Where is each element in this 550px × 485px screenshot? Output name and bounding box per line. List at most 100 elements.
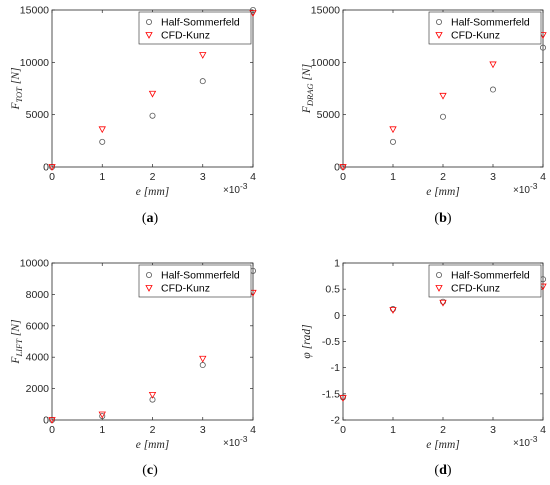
x-tick-label: 1: [99, 424, 105, 436]
y-tick-label: 2000: [26, 383, 50, 395]
x-multiplier-exp: -3: [240, 181, 248, 191]
x-axis-label: e [mm]: [136, 186, 170, 198]
data-point-cfd-kunz: [339, 164, 347, 171]
data-point-half-sommerfeld: [199, 78, 206, 85]
y-tick-label: -1: [331, 362, 340, 374]
x-axis-label: e [mm]: [426, 186, 460, 198]
y-axis-label: FTOT [N]: [10, 67, 24, 110]
data-point-cfd-kunz: [98, 126, 106, 134]
y-tick-label: 10000: [20, 57, 49, 69]
x-multiplier-exp: -3: [530, 434, 538, 444]
y-tick-label: 0: [334, 162, 340, 174]
y-label-unit: [N]: [301, 64, 313, 81]
x-tick-label: 2: [150, 424, 156, 436]
y-label-unit: [rad]: [301, 324, 313, 349]
legend-label: CFD-Kunz: [161, 30, 210, 42]
data-point-half-sommerfeld: [249, 7, 256, 13]
legend-label: CFD-Kunz: [451, 30, 500, 42]
x-tick-label: 1: [99, 171, 105, 183]
chart-panel-1: 0 1 2 3 4 0 5000 10000 15000 ×10-3 e [mm] FTOT [N] Ha…: [10, 5, 257, 226]
data-point-cfd-kunz: [389, 307, 397, 314]
x-tick-label: 3: [490, 424, 496, 436]
x-tick-label: 1: [390, 424, 396, 436]
legend-label: Half-Sommerfeld: [451, 17, 530, 29]
panel-caption: (c): [142, 463, 158, 478]
chart-panel-3: 0 1 2 3 4 0 2000 4000 6000 8000 10000 ×10-3 e [mm] FL…: [10, 258, 257, 478]
y-tick-label: 5000: [26, 109, 50, 121]
x-tick-label: 0: [49, 424, 55, 436]
data-point-cfd-kunz: [48, 164, 56, 171]
data-point-half-sommerfeld: [99, 413, 106, 420]
x-tick-label: 4: [250, 171, 256, 183]
x-multiplier-base: ×10: [513, 438, 530, 449]
data-point-half-sommerfeld: [540, 44, 547, 51]
x-tick-label: 3: [200, 424, 206, 436]
data-point-half-sommerfeld: [149, 112, 156, 119]
y-tick-label: -1.5: [322, 388, 340, 400]
legend-marker-triangle: [435, 32, 443, 39]
legend-marker-triangle: [435, 285, 443, 292]
y-label-unit: [N]: [10, 67, 22, 84]
y-axis-label: φ [rad]: [301, 324, 313, 358]
chart-panel-4: 0 1 2 3 4 -2 -1.5 -1 -0.5 0 0.5 1 ×10-3 e [mm] φ [rad] H…: [301, 258, 547, 478]
y-tick-label: 10000: [311, 57, 340, 69]
y-tick-label: 15000: [311, 5, 340, 17]
legend-label: CFD-Kunz: [451, 283, 500, 295]
y-label-subscript: LIFT: [14, 338, 24, 358]
x-tick-label: 0: [340, 424, 346, 436]
data-point-cfd-kunz: [539, 32, 547, 39]
x-tick-label: 0: [340, 171, 346, 183]
legend-label: CFD-Kunz: [161, 283, 210, 295]
legend-marker-circle: [435, 18, 442, 25]
y-label-subscript: DRAG: [305, 83, 315, 107]
data-point-cfd-kunz: [148, 391, 157, 399]
x-tick-label: 2: [150, 171, 156, 183]
x-multiplier: ×10-3: [513, 434, 538, 449]
data-point-cfd-kunz: [389, 126, 397, 134]
x-multiplier: ×10-3: [513, 181, 538, 196]
data-point-cfd-kunz: [249, 10, 257, 17]
y-axis-label: FLIFT [N]: [10, 319, 24, 364]
legend-box: [428, 11, 542, 45]
data-point-half-sommerfeld: [439, 113, 446, 120]
y-label-symbol: F: [10, 102, 22, 111]
x-multiplier-base: ×10: [513, 185, 530, 196]
y-tick-label: 10000: [20, 258, 49, 270]
legend-marker-triangle: [145, 285, 153, 292]
x-tick-label: 2: [440, 171, 446, 183]
y-tick-label: 0: [43, 415, 49, 427]
data-point-half-sommerfeld: [339, 394, 346, 401]
x-tick-label: 4: [540, 424, 546, 436]
legend-label: Half-Sommerfeld: [161, 270, 240, 282]
y-tick-label: 0: [334, 310, 340, 322]
data-point-cfd-kunz: [48, 417, 56, 424]
data-point-cfd-kunz: [199, 52, 207, 59]
legend-label: Half-Sommerfeld: [161, 17, 240, 29]
y-tick-label: 0.5: [325, 284, 340, 296]
x-axis-label: e [mm]: [426, 439, 460, 451]
x-multiplier-exp: -3: [530, 181, 538, 191]
y-tick-label: -0.5: [322, 336, 340, 348]
data-point-cfd-kunz: [539, 283, 547, 291]
x-multiplier: ×10-3: [223, 181, 248, 196]
x-multiplier-base: ×10: [223, 185, 240, 196]
y-tick-label: 5000: [317, 109, 341, 121]
x-multiplier: ×10-3: [223, 434, 248, 449]
y-tick-label: 1: [334, 258, 340, 270]
data-point-half-sommerfeld: [389, 138, 396, 145]
legend-box: [138, 11, 252, 45]
data-point-cfd-kunz: [439, 299, 447, 307]
y-label-unit: [N]: [10, 319, 22, 336]
legend-box: [138, 264, 252, 298]
x-tick-label: 1: [390, 171, 396, 183]
data-point-cfd-kunz: [199, 355, 207, 363]
legend-label: Half-Sommerfeld: [451, 270, 530, 282]
data-point-cfd-kunz: [439, 92, 447, 100]
y-label-symbol: φ: [301, 352, 313, 359]
legend-marker-circle: [145, 271, 152, 278]
x-tick-label: 3: [200, 171, 206, 183]
data-point-cfd-kunz: [148, 90, 157, 98]
